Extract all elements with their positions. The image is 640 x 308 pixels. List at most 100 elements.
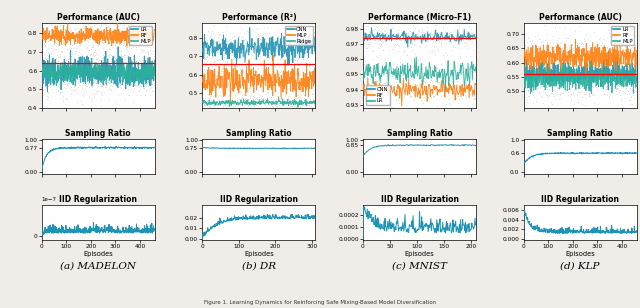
Point [112, 29, 122, 34]
Point [591, 72, 601, 77]
Point [538, 38, 548, 43]
Point [579, 91, 589, 96]
Point [107, 65, 117, 70]
Point [595, 48, 605, 53]
Point [110, 57, 120, 62]
Point [384, 70, 394, 75]
Point [364, 89, 374, 94]
Point [305, 65, 315, 70]
Point [556, 68, 566, 73]
Point [239, 92, 250, 97]
Point [431, 22, 442, 27]
Point [119, 35, 129, 40]
Point [118, 75, 128, 80]
Point [269, 96, 279, 101]
Point [413, 36, 424, 41]
Point [607, 57, 618, 62]
Point [622, 75, 632, 80]
Point [623, 64, 633, 69]
Point [131, 74, 141, 79]
Point [75, 65, 85, 70]
Point [521, 68, 531, 73]
Point [264, 55, 274, 60]
Title: IID Regularization: IID Regularization [59, 195, 137, 204]
Point [120, 66, 131, 71]
Point [412, 71, 422, 76]
Point [589, 73, 600, 78]
Point [449, 82, 459, 87]
Point [440, 33, 450, 38]
Point [593, 84, 603, 89]
Point [413, 29, 423, 34]
Point [104, 70, 115, 75]
Point [110, 55, 120, 60]
Point [261, 50, 271, 55]
Point [57, 26, 67, 31]
Point [462, 82, 472, 87]
Point [406, 58, 416, 63]
Point [54, 65, 65, 70]
Point [136, 63, 147, 68]
Point [371, 79, 381, 83]
Point [449, 65, 460, 70]
Point [569, 65, 579, 70]
Point [420, 80, 431, 85]
Point [558, 62, 568, 67]
Point [621, 75, 631, 80]
Point [593, 57, 604, 62]
Point [612, 86, 622, 91]
Point [232, 87, 243, 92]
Point [529, 53, 539, 58]
Point [579, 80, 589, 85]
Point [412, 37, 422, 42]
Point [207, 44, 218, 49]
Point [566, 69, 576, 74]
Point [276, 51, 287, 55]
Point [430, 51, 440, 56]
Point [543, 50, 553, 55]
Point [139, 34, 149, 39]
Point [258, 83, 268, 87]
Point [243, 64, 253, 69]
Point [376, 41, 386, 46]
Point [253, 98, 263, 103]
Point [64, 35, 74, 40]
Point [431, 107, 442, 111]
Point [570, 50, 580, 55]
Point [136, 67, 147, 72]
Point [612, 84, 623, 89]
Point [116, 32, 127, 37]
Point [255, 95, 266, 99]
Point [454, 46, 464, 51]
Point [115, 53, 125, 58]
Point [201, 101, 211, 106]
Point [463, 67, 474, 72]
Point [548, 91, 558, 96]
Point [440, 88, 450, 93]
Point [421, 14, 431, 18]
Point [54, 71, 64, 76]
Point [629, 77, 639, 82]
Point [129, 77, 139, 82]
Point [563, 36, 573, 41]
Point [445, 105, 456, 110]
Point [442, 32, 452, 37]
Point [612, 103, 623, 107]
Point [453, 62, 463, 67]
Point [630, 70, 640, 75]
Point [79, 53, 89, 58]
Point [374, 42, 384, 47]
Point [568, 59, 578, 64]
Point [67, 31, 77, 36]
Point [89, 79, 99, 83]
Point [558, 65, 568, 70]
Point [212, 49, 222, 54]
Point [58, 75, 68, 80]
Point [454, 97, 465, 102]
Point [570, 74, 580, 79]
Point [47, 76, 58, 81]
Point [604, 28, 614, 33]
Point [97, 40, 108, 45]
Point [66, 84, 76, 89]
Point [54, 55, 65, 60]
